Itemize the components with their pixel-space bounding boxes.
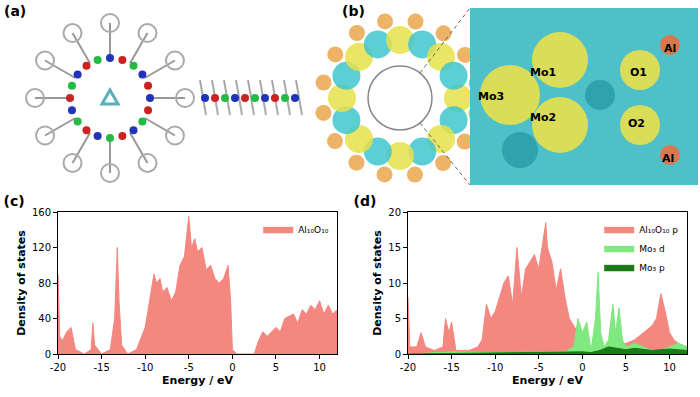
svg-text:10: 10	[388, 278, 401, 289]
svg-text:-15: -15	[443, 362, 459, 373]
svg-text:O1: O1	[630, 66, 647, 79]
svg-text:Density of states: Density of states	[15, 230, 28, 336]
svg-text:160: 160	[32, 207, 51, 218]
svg-text:80: 80	[38, 278, 51, 289]
svg-text:Al: Al	[664, 42, 676, 55]
svg-text:5: 5	[623, 362, 629, 373]
svg-text:0: 0	[229, 362, 235, 373]
svg-text:-10: -10	[137, 362, 153, 373]
svg-text:Al₁₀O₁₀: Al₁₀O₁₀	[298, 225, 329, 235]
svg-text:-5: -5	[184, 362, 194, 373]
svg-text:Density of states: Density of states	[371, 230, 384, 336]
svg-text:10: 10	[663, 362, 676, 373]
svg-text:-20: -20	[400, 362, 416, 373]
svg-text:10: 10	[313, 362, 326, 373]
svg-text:Mo₃ p: Mo₃ p	[639, 263, 665, 273]
svg-text:0: 0	[579, 362, 585, 373]
svg-text:(d): (d)	[354, 193, 377, 209]
svg-text:5: 5	[395, 313, 401, 324]
svg-text:(b): (b)	[342, 3, 365, 19]
svg-text:-15: -15	[93, 362, 109, 373]
svg-text:O2: O2	[628, 117, 645, 130]
svg-text:Mo2: Mo2	[530, 111, 556, 124]
svg-text:(c): (c)	[4, 193, 25, 209]
svg-text:Mo₃ d: Mo₃ d	[639, 244, 664, 254]
svg-text:Energy / eV: Energy / eV	[162, 374, 233, 387]
svg-text:-20: -20	[50, 362, 66, 373]
svg-text:20: 20	[388, 207, 401, 218]
svg-text:Al₁₀O₁₀ p: Al₁₀O₁₀ p	[639, 225, 678, 235]
svg-text:(a): (a)	[4, 3, 26, 19]
svg-text:Mo3: Mo3	[478, 90, 504, 103]
svg-text:-5: -5	[534, 362, 544, 373]
svg-text:5: 5	[273, 362, 279, 373]
svg-text:0: 0	[45, 349, 51, 360]
svg-text:Mo1: Mo1	[530, 66, 556, 79]
svg-text:0: 0	[395, 349, 401, 360]
svg-text:-10: -10	[487, 362, 503, 373]
svg-text:Energy / eV: Energy / eV	[512, 374, 583, 387]
svg-text:15: 15	[388, 242, 401, 253]
svg-text:40: 40	[38, 313, 51, 324]
svg-text:Al: Al	[662, 152, 674, 165]
svg-text:120: 120	[32, 242, 51, 253]
